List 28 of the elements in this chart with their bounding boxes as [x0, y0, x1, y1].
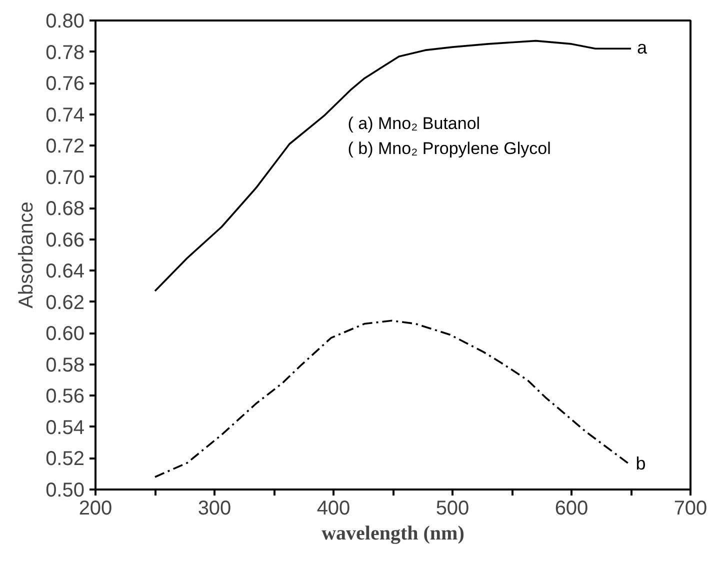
y-tick-label: 0.80 — [46, 10, 85, 32]
y-tick-label: 0.54 — [46, 416, 85, 439]
y-tick-label: 0.68 — [46, 198, 85, 220]
y-tick-label: 0.70 — [46, 166, 85, 189]
x-tick-label: 600 — [554, 498, 588, 520]
y-tick-label: 0.66 — [46, 229, 85, 252]
x-tick-label: 400 — [316, 498, 350, 520]
y-tick-label: 0.60 — [46, 323, 85, 346]
line-series — [154, 320, 631, 478]
y-tick-label: 0.56 — [46, 386, 85, 408]
x-tick-label: 500 — [436, 498, 470, 520]
x-axis-title: wavelength (nm) — [322, 522, 464, 544]
line-series — [154, 40, 632, 292]
y-tick-label: 0.72 — [46, 136, 85, 158]
y-tick-label: 0.74 — [46, 104, 85, 126]
y-tick-label: 0.62 — [46, 292, 85, 314]
series-label: a — [637, 38, 648, 58]
annotation: ( a) Mno₂ Butanol — [348, 114, 480, 134]
x-tick-label: 700 — [674, 498, 708, 520]
y-tick-label: 0.52 — [46, 448, 85, 470]
x-tick-label: 300 — [198, 498, 232, 520]
annotation: ( b) Mno₂ Propylene Glycol — [348, 139, 551, 158]
y-axis-title: Absorbance — [16, 202, 38, 308]
y-tick-label: 0.64 — [46, 260, 85, 283]
y-tick-label: 0.78 — [46, 42, 85, 64]
series-label: b — [636, 453, 646, 474]
y-tick-label: 0.58 — [46, 354, 85, 376]
y-tick-label: 0.76 — [46, 73, 85, 96]
